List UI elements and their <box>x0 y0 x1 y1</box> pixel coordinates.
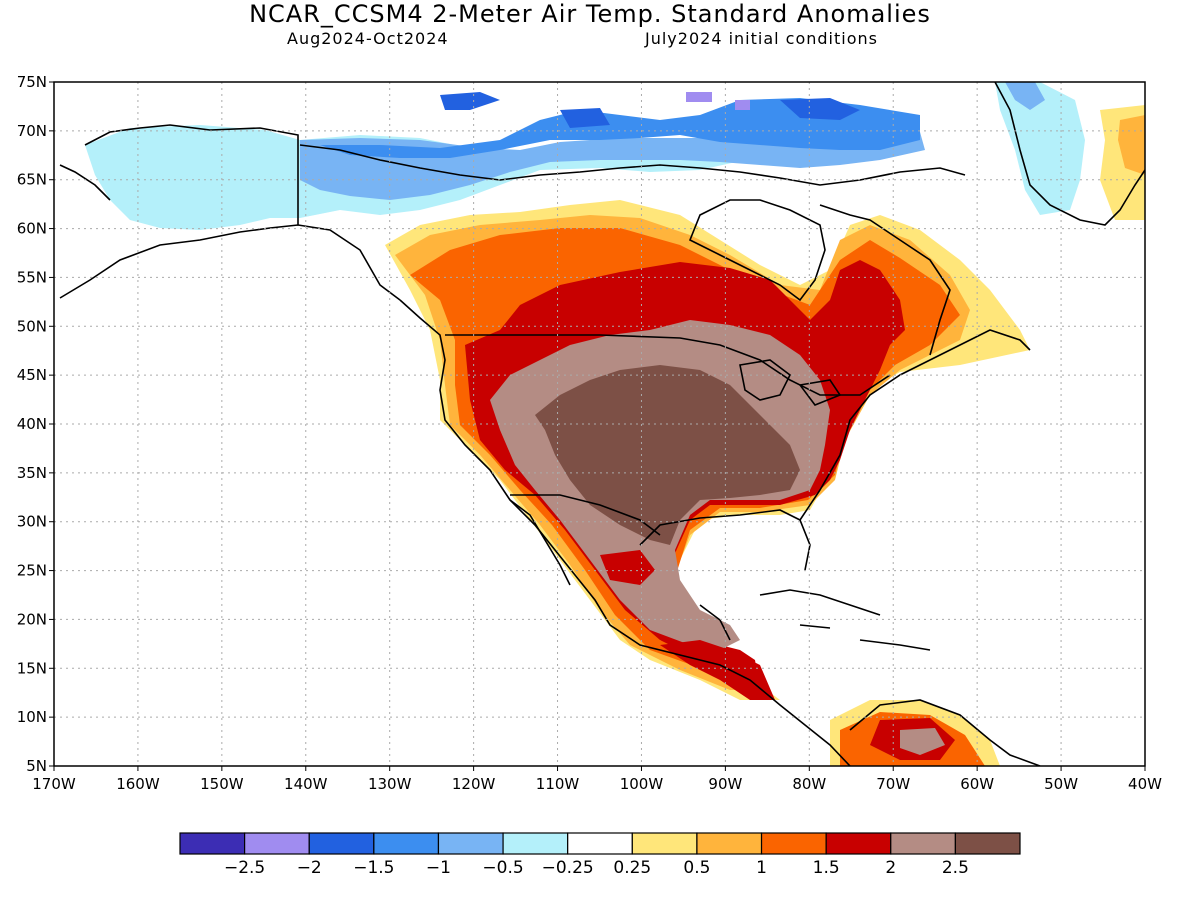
lat-tick-label: 30N <box>17 513 47 531</box>
colorbar-swatch <box>954 832 1021 855</box>
lat-tick-label: 45N <box>17 366 47 384</box>
lon-tick-label: 150W <box>200 775 244 793</box>
coastline-greenland <box>994 82 1145 226</box>
shade-blue-greenland <box>995 82 1085 215</box>
coastline-west <box>399 299 851 766</box>
lon-tick-label: 40W <box>1128 775 1162 793</box>
coastline-caribbean <box>759 589 931 651</box>
lat-tick-label: 60N <box>17 220 47 238</box>
colorbar-label: 2 <box>885 858 896 878</box>
coastline-sa <box>849 699 1041 766</box>
lon-tick-label: 50W <box>1044 775 1078 793</box>
colorbar-label: 0.25 <box>613 858 651 878</box>
lon-tick-label: 110W <box>536 775 580 793</box>
colorbar-label: 0.5 <box>683 858 710 878</box>
map-title: NCAR_CCSM4 2-Meter Air Temp. Standard An… <box>249 0 931 28</box>
lon-tick-label: 170W <box>32 775 76 793</box>
shade-red-centralamerica <box>660 640 775 700</box>
colorbar-swatch <box>179 832 246 855</box>
colorbar-swatch <box>696 832 763 855</box>
lat-tick-label: 65N <box>17 171 47 189</box>
lon-axis: 170W 160W 150W 140W 130W 120W 110W 100W 90W 80W 70… <box>32 766 1162 793</box>
colorbar-swatch <box>244 832 310 855</box>
init-label: July2024 initial conditions <box>645 29 878 48</box>
lon-tick-label: 90W <box>708 775 742 793</box>
colorbar-swatch <box>760 832 827 855</box>
lon-tick-label: 100W <box>620 775 664 793</box>
shade-brown-us <box>535 365 800 545</box>
colorbar-label: −1.5 <box>353 858 394 878</box>
shade-red-mexico <box>600 550 655 585</box>
shade-blue-greenland-2 <box>1005 82 1045 110</box>
coastline-greatlakes <box>739 359 842 406</box>
shade-mid-blue-north <box>320 98 920 158</box>
colorbar-swatch <box>373 832 440 855</box>
colorbar-swatch <box>308 832 375 855</box>
colorbar-swatch <box>890 832 956 855</box>
lon-tick-label: 80W <box>792 775 826 793</box>
lat-tick-label: 25N <box>17 562 47 580</box>
lat-tick-label: 75N <box>17 73 47 91</box>
lat-tick-label: 20N <box>17 610 47 628</box>
lon-tick-label: 140W <box>284 775 328 793</box>
shade-purple <box>686 92 750 110</box>
lon-tick-label: 70W <box>876 775 910 793</box>
lon-tick-label: 60W <box>960 775 994 793</box>
colorbar-label: −2.5 <box>224 858 265 878</box>
anomaly-shading <box>85 82 1145 766</box>
period-label: Aug2024-Oct2024 <box>287 29 449 48</box>
colorbar-swatch <box>567 832 633 855</box>
coastline-baja <box>509 499 571 586</box>
lat-tick-label: 15N <box>17 659 47 677</box>
shade-orange-greenland <box>1118 115 1145 175</box>
coastline-hudson <box>688 199 826 302</box>
colorbar-label: −0.5 <box>482 858 523 878</box>
lat-tick-label: 50N <box>17 317 47 335</box>
colorbar-label: 1 <box>756 858 767 878</box>
colorbar-swatch <box>502 832 569 855</box>
shade-dark-blue-north <box>440 92 860 128</box>
coastline-arctic <box>299 144 966 186</box>
coastlines <box>59 82 1145 766</box>
colorbar-label: −2 <box>297 858 322 878</box>
colorbar-label: −0.25 <box>542 858 594 878</box>
lat-tick-label: 70N <box>17 122 47 140</box>
colorbar-label: 1.5 <box>813 858 840 878</box>
shade-tan-sa <box>900 728 945 755</box>
colorbar-swatch <box>825 832 892 855</box>
lat-axis: 75N 70N 65N 60N 55N 50N 45N 40N 35N 30N 25N 20N 15N 1… <box>17 73 54 775</box>
lat-tick-label: 5N <box>26 757 47 775</box>
lat-tick-label: 55N <box>17 268 47 286</box>
lat-tick-label: 35N <box>17 464 47 482</box>
colorbar-swatch <box>437 832 504 855</box>
lat-tick-label: 40N <box>17 415 47 433</box>
colorbar-label: 2.5 <box>942 858 969 878</box>
border-us-mexico <box>510 494 661 536</box>
coastline-gulf <box>639 509 811 641</box>
colorbar-label: −1 <box>426 858 451 878</box>
lon-tick-label: 120W <box>452 775 496 793</box>
lon-tick-label: 160W <box>116 775 160 793</box>
gridlines <box>54 82 1145 766</box>
lon-tick-label: 130W <box>368 775 412 793</box>
colorbar: −2.5 −2 −1.5 −1 −0.5 −0.25 0.25 0.5 1 1.5 2 2.5 <box>179 832 1021 878</box>
lat-tick-label: 10N <box>17 708 47 726</box>
colorbar-swatch <box>631 832 698 855</box>
